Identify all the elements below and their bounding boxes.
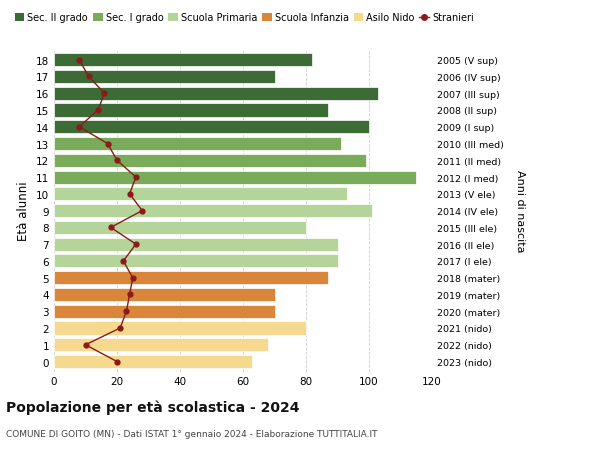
Bar [54, 88, 379, 101]
Bar [54, 205, 372, 218]
Bar [54, 121, 369, 134]
Bar [54, 322, 306, 335]
Bar [54, 305, 275, 318]
Bar [54, 355, 253, 368]
Y-axis label: Età alunni: Età alunni [17, 181, 31, 241]
Y-axis label: Anni di nascita: Anni di nascita [515, 170, 525, 252]
Bar [54, 272, 328, 285]
Text: Popolazione per età scolastica - 2024: Popolazione per età scolastica - 2024 [6, 399, 299, 414]
Bar [54, 221, 306, 235]
Bar [54, 188, 347, 201]
Bar [54, 255, 337, 268]
Bar [54, 288, 275, 302]
Text: COMUNE DI GOITO (MN) - Dati ISTAT 1° gennaio 2024 - Elaborazione TUTTITALIA.IT: COMUNE DI GOITO (MN) - Dati ISTAT 1° gen… [6, 429, 377, 438]
Bar [54, 154, 366, 168]
Bar [54, 238, 337, 251]
Bar [54, 71, 275, 84]
Bar [54, 54, 313, 67]
Bar [54, 171, 416, 184]
Bar [54, 338, 268, 352]
Legend: Sec. II grado, Sec. I grado, Scuola Primaria, Scuola Infanzia, Asilo Nido, Stran: Sec. II grado, Sec. I grado, Scuola Prim… [11, 10, 478, 27]
Bar [54, 104, 328, 117]
Bar [54, 138, 341, 151]
